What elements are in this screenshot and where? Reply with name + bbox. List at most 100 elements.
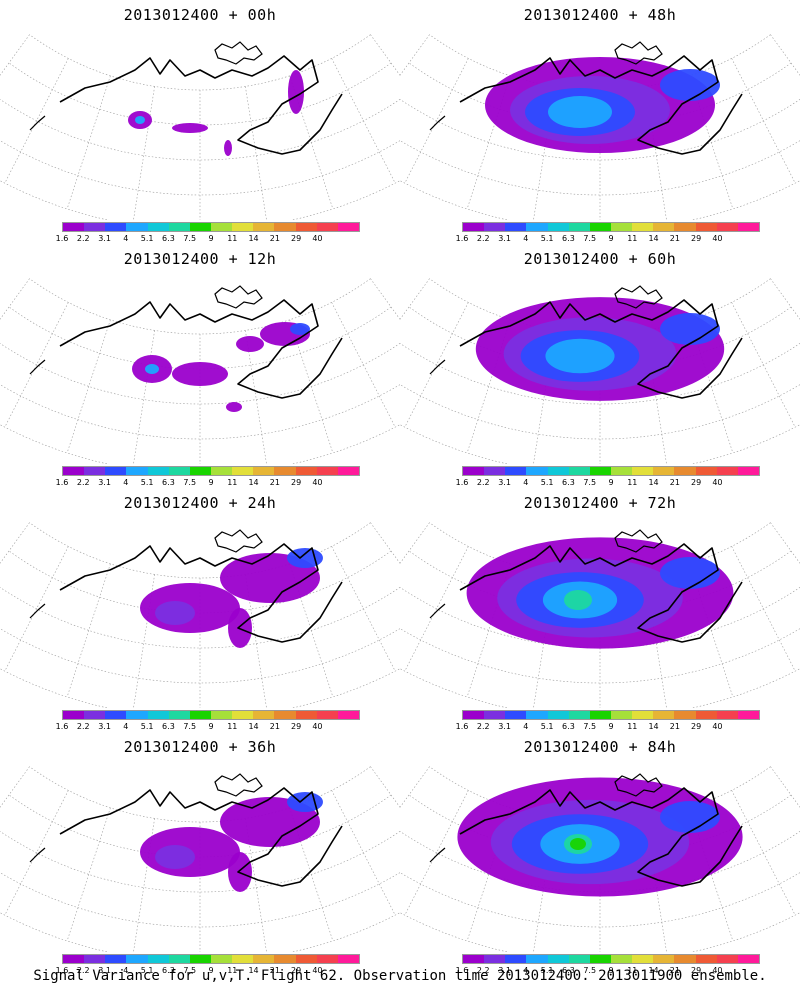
colorbar-swatch (695, 711, 717, 719)
panel-title: 2013012400 + 60h (523, 250, 677, 268)
colorbar-swatch (253, 467, 275, 475)
colorbar-tick-label: 3.1 (498, 966, 511, 975)
figure-caption: Signal Variance for u,v,T. Flight 62. Ob… (33, 968, 767, 984)
colorbar-tick-label: 9 (208, 722, 214, 731)
island-chain (429, 603, 446, 619)
variance-shading (466, 537, 734, 649)
polar-map (0, 34, 400, 220)
colorbar-tick-label: 3.1 (98, 966, 111, 975)
colorbar (62, 954, 360, 964)
colorbar-labels: 1.6 2.2 3.1 4 5.1 6.3 7.5 9 11 14 21 29 40 (56, 478, 360, 488)
variance-blob (224, 140, 232, 156)
colorbar-swatch (337, 711, 359, 719)
colorbar-tick-label: 2.2 (476, 722, 490, 731)
coastline (459, 55, 743, 155)
colorbar-swatch (484, 955, 506, 963)
colorbar-labels: 1.6 2.2 3.1 4 5.1 6.3 7.5 9 11 14 21 29 40 (56, 234, 360, 244)
colorbar-tick-label: 11 (227, 966, 238, 975)
colorbar-labels: 1.6 2.2 3.1 4 5.1 6.3 7.5 9 11 14 21 29 40 (456, 966, 760, 976)
colorbar-tick-label: 6.3 (562, 966, 575, 975)
colorbar-tick-label: 9 (608, 478, 614, 487)
colorbar-swatch (210, 467, 233, 475)
colorbar-labels: 1.6 2.2 3.1 4 5.1 6.3 7.5 9 11 14 21 29 40 (456, 234, 760, 244)
colorbar-tick-label: 2.2 (476, 966, 490, 975)
colorbar-tick-label: 6.3 (162, 478, 175, 487)
colorbar-swatch (632, 955, 654, 963)
colorbar-swatch (232, 467, 254, 475)
island-chain (429, 847, 446, 863)
colorbar-swatch (126, 467, 148, 475)
colorbar-tick-label: 7.5 (583, 478, 597, 487)
arctic-islands (214, 773, 263, 797)
variance-blob (660, 69, 720, 101)
colorbar-swatch (189, 223, 211, 231)
colorbar-swatch (105, 955, 127, 963)
colorbar-labels: 1.6 2.2 3.1 4 5.1 6.3 7.5 9 11 14 21 29 40 (56, 966, 360, 976)
arctic-islands (614, 773, 663, 797)
colorbar-tick-label: 4 (123, 722, 129, 731)
colorbar-swatch (63, 467, 85, 475)
colorbar (462, 710, 760, 720)
colorbar-swatch (695, 223, 717, 231)
colorbar-swatch (674, 955, 696, 963)
colorbar-tick-label: 14 (648, 234, 659, 243)
variance-core (564, 590, 592, 610)
colorbar-tick-label: 29 (291, 722, 302, 731)
colorbar-tick-label: 14 (248, 966, 259, 975)
colorbar-swatch (484, 711, 506, 719)
colorbar-swatch (253, 711, 275, 719)
colorbar-tick-label: 21 (269, 722, 280, 731)
colorbar-swatch (589, 223, 611, 231)
colorbar-swatch (210, 711, 233, 719)
colorbar-swatch (168, 467, 190, 475)
colorbar-tick-label: 7.5 (583, 722, 597, 731)
colorbar-swatch (316, 467, 338, 475)
colorbar-swatch (189, 467, 211, 475)
colorbar-tick-label: 4 (123, 234, 129, 243)
colorbar-tick-label: 4 (123, 478, 129, 487)
coastline (459, 543, 743, 643)
coastline (459, 299, 743, 399)
colorbar-swatch (589, 955, 611, 963)
colorbar-tick-label: 11 (627, 966, 638, 975)
colorbar-swatch (737, 467, 759, 475)
colorbar-swatch (63, 223, 85, 231)
polar-map (0, 522, 400, 708)
colorbar-swatch (210, 955, 233, 963)
panel-title: 2013012400 + 72h (523, 494, 677, 512)
colorbar-swatch (189, 711, 211, 719)
colorbar-swatch (147, 711, 169, 719)
colorbar-swatch (189, 955, 211, 963)
colorbar-tick-label: 2.2 (476, 478, 490, 487)
colorbar-swatch (316, 955, 338, 963)
forecast-panel: 2013012400 + 00h 1.6 2.2 3.1 4 5.1 6.3 7.5 9 11 14… (0, 0, 400, 244)
colorbar-swatch (610, 955, 633, 963)
island-chain (29, 115, 46, 131)
island-chain (29, 847, 46, 863)
colorbar-swatch (295, 223, 317, 231)
colorbar-swatch (337, 223, 359, 231)
variance-blob (172, 123, 208, 133)
forecast-panel: 2013012400 + 48h 1.6 2.2 3.1 4 5.1 6.3 7.5 9 11 14… (400, 0, 800, 244)
colorbar-swatch (632, 711, 654, 719)
polar-map (400, 34, 800, 220)
colorbar-swatch (653, 467, 675, 475)
colorbar-tick-label: 7.5 (183, 966, 197, 975)
colorbar-swatch (610, 223, 633, 231)
colorbar-labels: 1.6 2.2 3.1 4 5.1 6.3 7.5 9 11 14 21 29 40 (56, 722, 360, 732)
colorbar-tick-label: 21 (669, 234, 680, 243)
forecast-panel: 2013012400 + 60h 1.6 2.2 3.1 4 5.1 6.3 7.5 9 11 14… (400, 244, 800, 488)
colorbar-swatch (632, 223, 654, 231)
variance-shading (140, 792, 323, 892)
colorbar-swatch (463, 955, 485, 963)
colorbar-swatch (253, 955, 275, 963)
colorbar-swatch (463, 711, 485, 719)
colorbar-swatch (274, 711, 296, 719)
colorbar-swatch (210, 223, 233, 231)
colorbar-swatch (295, 711, 317, 719)
colorbar-swatch (568, 955, 590, 963)
colorbar-tick-label: 40 (712, 234, 723, 243)
colorbar-swatch (337, 955, 359, 963)
colorbar-tick-label: 5.1 (540, 722, 554, 731)
colorbar-tick-label: 5.1 (140, 966, 154, 975)
